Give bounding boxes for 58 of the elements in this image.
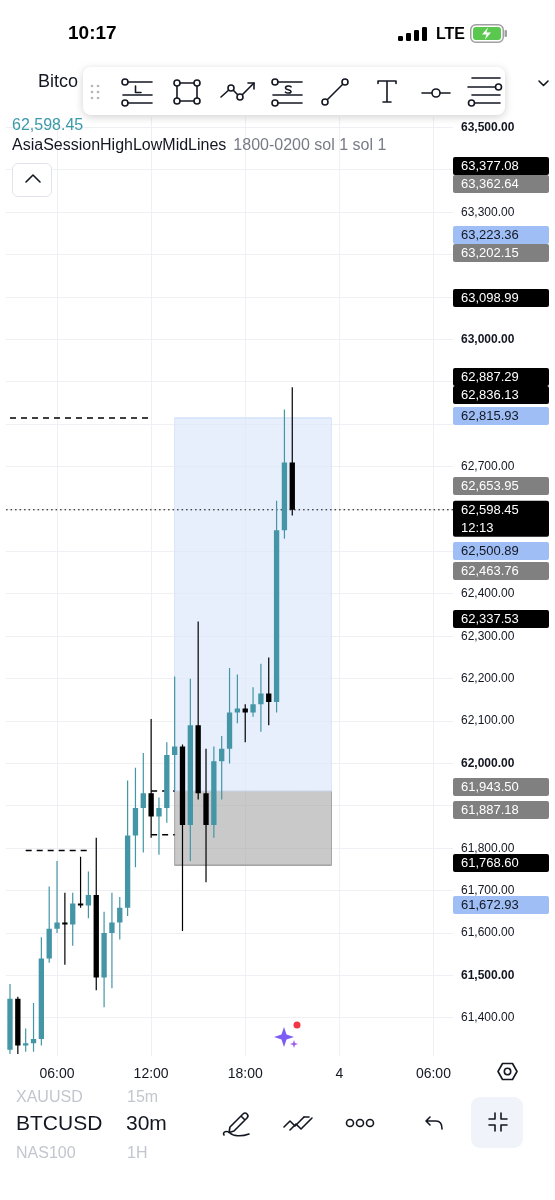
text: BTCUSD <box>16 1111 103 1136</box>
y-tick-label: 63,000.00 <box>461 331 515 346</box>
x-tick-label: 18:00 <box>227 1065 263 1082</box>
text: NAS100 <box>16 1144 76 1163</box>
text: 10:17 <box>68 22 117 44</box>
text: 1H <box>127 1144 148 1163</box>
y-tick-label: 62,000.00 <box>461 755 515 770</box>
y-tick-label: 62,100.00 <box>461 713 515 728</box>
text: 62,463.76 <box>461 563 519 579</box>
x-tick-label: 06:00 <box>415 1065 452 1082</box>
annotation: AsiaSessionHighLowMidLines <box>12 136 227 155</box>
y-tick-label: 61,500.00 <box>461 967 515 982</box>
text: 63,377.08 <box>461 158 519 174</box>
candlestick <box>156 797 162 855</box>
y-tick-label: 62,400.00 <box>461 586 515 601</box>
candlestick <box>7 983 13 1054</box>
candlestick <box>54 860 60 934</box>
text: 61,768.60 <box>461 855 519 871</box>
text: 30m <box>126 1111 167 1136</box>
y-tick-label: 61,700.00 <box>461 882 515 897</box>
y-tick-label: 62,700.00 <box>461 459 515 474</box>
text: 63,362.64 <box>461 176 519 192</box>
text: 62,337.53 <box>461 611 519 627</box>
chart-subtitle: 62,598.45 <box>12 116 84 135</box>
text: XAUUSD <box>16 1088 83 1107</box>
y-tick-label: 61,600.00 <box>461 925 515 940</box>
y-tick-label: 62,200.00 <box>461 671 515 686</box>
x-tick-label: 12:00 <box>133 1065 169 1082</box>
x-tick-label: 4 <box>335 1065 344 1082</box>
chart-title: Bitco <box>38 71 79 92</box>
text: 62,500.89 <box>461 543 519 559</box>
text: 62,887.29 <box>461 369 519 385</box>
annotation: 1800-0200 sol 1 sol 1 <box>233 136 387 155</box>
text: 63,098.99 <box>461 290 519 306</box>
text: 63,223.36 <box>461 227 519 243</box>
text: 62,815.93 <box>461 408 519 424</box>
candlestick <box>15 996 21 1054</box>
y-tick-label: 62,300.00 <box>461 628 515 643</box>
candlestick <box>101 911 107 1008</box>
candlestick <box>109 892 115 989</box>
text: 63,202.15 <box>461 245 519 261</box>
text: 62,653.95 <box>461 478 519 494</box>
text: LTE <box>436 25 466 44</box>
candlestick <box>203 748 209 883</box>
candlestick <box>211 746 217 838</box>
text: 15m <box>127 1088 159 1107</box>
y-tick-label: 63,300.00 <box>461 204 515 219</box>
text: 61,943.50 <box>461 779 519 795</box>
candlestick <box>250 687 256 717</box>
text: 61,672.93 <box>461 897 519 913</box>
y-tick-label: 61,400.00 <box>461 1010 515 1025</box>
y-tick-label: 61,800.00 <box>461 840 515 855</box>
x-tick-label: 06:00 <box>39 1065 75 1082</box>
candlestick <box>258 663 264 732</box>
text: 62,836.13 <box>461 387 519 403</box>
text: 61,887.18 <box>461 802 519 818</box>
y-tick-label: 63,500.00 <box>461 119 515 134</box>
ref-line-label: 62,598.45 12:13 <box>461 501 519 535</box>
